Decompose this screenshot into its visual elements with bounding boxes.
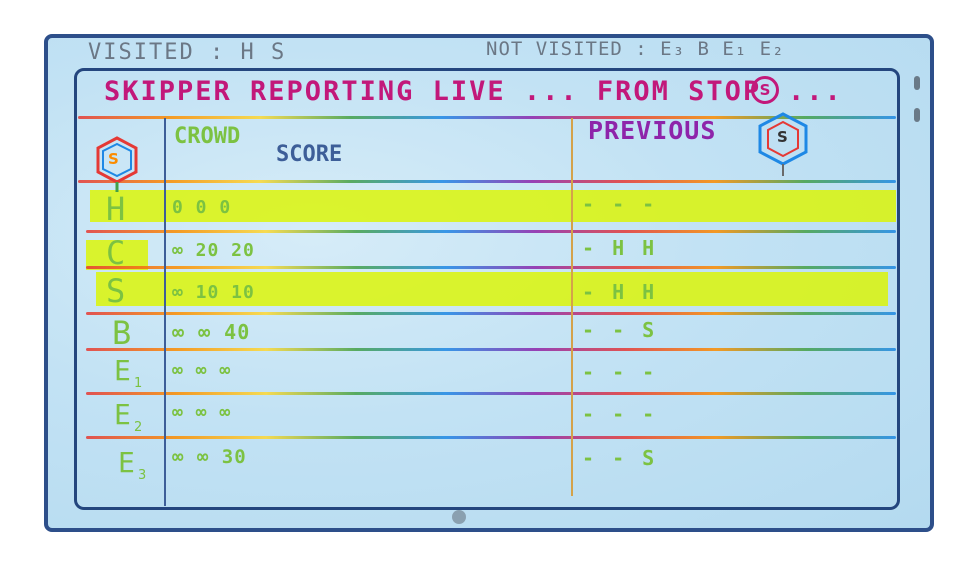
row-label-subscript: 3	[138, 468, 147, 483]
headline-ellipsis: ...	[788, 76, 843, 107]
header-bottom-line	[78, 180, 896, 183]
row-values: ∞ ∞ 30	[172, 446, 247, 468]
row-values: ∞ ∞ ∞	[172, 360, 232, 381]
row-previous: - - -	[582, 192, 658, 216]
page-dot-icon	[452, 510, 466, 524]
row-previous: - - S	[582, 446, 658, 470]
previous-header: PREVIOUS	[588, 116, 717, 145]
row-divider	[86, 392, 896, 395]
row-divider	[86, 230, 896, 233]
stop-badge-headline: S	[751, 76, 779, 104]
row-label: B	[112, 314, 132, 352]
stop-badge-label: S	[108, 150, 119, 168]
previous-column-divider	[571, 118, 573, 496]
row-previous: - H H	[582, 236, 658, 260]
crowd-header: CROWD	[174, 124, 241, 149]
row-previous: - - -	[582, 360, 658, 384]
edge-mark-icon	[914, 76, 920, 90]
edge-mark-icon	[914, 108, 920, 122]
row-label: E	[114, 354, 131, 387]
stop-badge-icon	[96, 136, 138, 192]
row-divider	[86, 266, 896, 269]
row-divider	[86, 312, 896, 315]
row-label-subscript: 2	[134, 420, 143, 435]
row-label: S	[106, 272, 126, 310]
headline: SKIPPER REPORTING LIVE ... FROM STOP	[104, 76, 762, 107]
row-label: E	[118, 446, 135, 479]
row-values: ∞ ∞ ∞	[172, 402, 232, 423]
row-divider	[86, 436, 896, 439]
label-column-divider	[164, 118, 166, 506]
highlight-row-h	[90, 190, 896, 222]
header-top-line	[78, 116, 896, 119]
previous-badge-icon	[758, 112, 808, 176]
row-values: 0 0 0	[172, 197, 232, 218]
row-values: ∞ 20 20	[172, 240, 255, 261]
table-frame	[74, 68, 900, 510]
not-visited-note: NOT VISITED : E₃ B E₁ E₂	[486, 38, 785, 60]
row-previous: - - -	[582, 402, 658, 426]
row-previous: - H H	[582, 280, 658, 304]
row-previous: - - S	[582, 318, 658, 342]
row-values: ∞ 10 10	[172, 282, 255, 303]
row-label: E	[114, 398, 131, 431]
row-label: C	[106, 234, 126, 272]
stop-badge-headline-label: S	[759, 81, 771, 99]
highlight-row-s	[96, 272, 888, 306]
row-label: H	[106, 190, 126, 228]
score-header: SCORE	[276, 142, 343, 167]
previous-badge-label: S	[777, 128, 788, 146]
row-divider	[86, 348, 896, 351]
row-values: ∞ ∞ 40	[172, 320, 251, 344]
row-label-subscript: 1	[134, 376, 143, 391]
visited-note: VISITED : H S	[88, 40, 287, 65]
highlight-row-c	[86, 240, 148, 270]
